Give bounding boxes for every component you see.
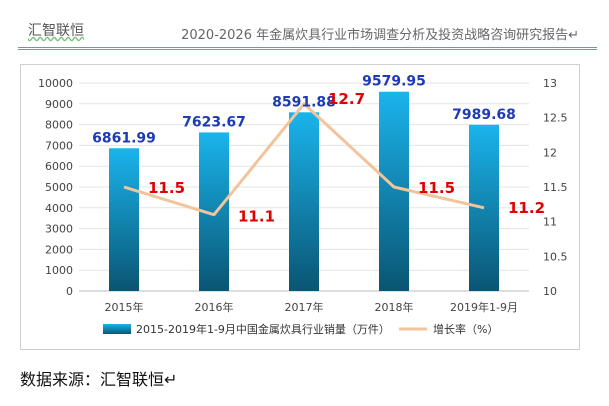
y-left-tick-label: 0 [66,285,73,298]
header-brand: 汇智联恒 [28,23,84,39]
y-left-tick-label: 7000 [45,139,73,152]
bar [289,112,319,291]
growth-rate-line [123,102,485,217]
y-right-tick-label: 10 [543,285,557,298]
line-value-label: 11.2 [508,199,545,217]
axes: 0 1000 2000 3000 4000 5000 6000 7000 8000 9000 100… [38,77,568,314]
y-right-tick-label: 13 [543,77,557,90]
line-series [123,102,485,217]
bar [379,91,409,292]
y-left-tick-label: 1000 [45,264,73,277]
bar-value-label: 7623.67 [182,114,246,130]
header-divider-secondary [18,49,597,50]
bar [469,124,499,291]
y-left-tick-label: 9000 [45,98,73,111]
x-tick-label: 2018年 [375,300,414,314]
legend-bar-label: 2015-2019年1-9月中国金属炊具行业销量（万件） [136,322,390,336]
bar-value-label: 6861.99 [92,130,156,146]
y-right-tick-label: 12.5 [543,112,568,125]
bar [109,148,139,291]
bar-value-label: 7989.68 [452,107,516,123]
x-tick-label: 2015年 [105,300,144,314]
y-left-tick-label: 3000 [45,223,73,236]
header-report-title: 2020-2026 年金属炊具行业市场调查分析及投资战略咨询研究报告↵ [181,28,579,43]
y-left-tick-label: 6000 [45,160,73,173]
bar-value-label: 8591.88 [272,94,336,110]
y-right-tick-label: 12 [543,146,557,159]
line-value-label: 11.5 [148,179,185,197]
x-tick-label: 2019年1-9月 [450,300,518,314]
header-divider [18,47,597,48]
y-right-tick-label: 11 [543,216,557,229]
line-value-label: 11.5 [418,179,455,197]
y-left-tick-label: 8000 [45,119,73,132]
y-left-tick-label: 2000 [45,243,73,256]
bar-series [109,91,499,292]
data-source-note: 数据来源：汇智联恒↵ [20,370,178,389]
x-tick-label: 2016年 [195,300,234,314]
legend-line-label: 增长率（%） [433,322,498,336]
legend: 2015-2019年1-9月中国金属炊具行业销量（万件） 增长率（%） [103,322,498,336]
y-right-tick-label: 10.5 [543,250,568,263]
y-left-tick-label: 5000 [45,181,73,194]
bar-value-label: 9579.95 [362,74,426,90]
chart-container: 0 1000 2000 3000 4000 5000 6000 7000 8000 9000 100… [20,64,580,350]
x-tick-label: 2017年 [285,300,324,314]
y-left-tick-label: 10000 [38,77,73,90]
combo-chart: 0 1000 2000 3000 4000 5000 6000 7000 8000 9000 100… [38,74,568,336]
data-labels: 6861.99 7623.67 8591.88 9579.95 7989.68 11.5 1… [92,74,545,226]
line-value-label: 12.7 [328,90,365,108]
line-value-label: 11.1 [238,208,275,226]
y-left-tick-label: 4000 [45,202,73,215]
y-right-tick-label: 11.5 [543,181,568,194]
legend-bar-swatch [103,324,131,334]
